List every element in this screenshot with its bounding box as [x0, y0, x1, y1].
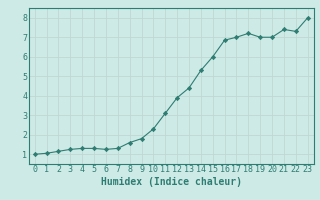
- X-axis label: Humidex (Indice chaleur): Humidex (Indice chaleur): [101, 177, 242, 187]
